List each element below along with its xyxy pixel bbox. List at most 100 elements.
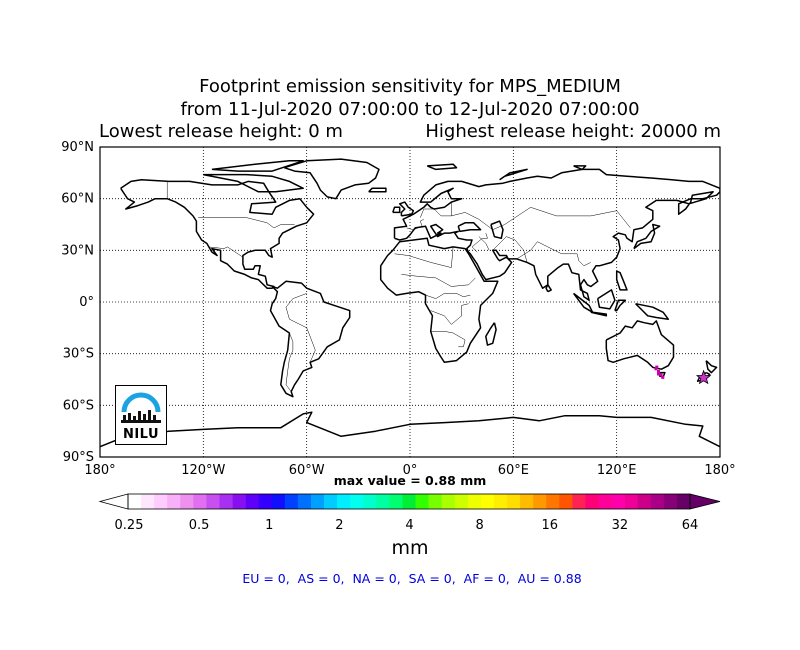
colorbar-segment	[193, 494, 207, 509]
border-path	[208, 246, 244, 258]
lon-tick-label: 60°W	[289, 463, 325, 478]
border-path	[430, 303, 469, 325]
lat-tick-label: 60°S	[63, 398, 94, 413]
colorbar-segment	[454, 494, 469, 509]
colorbar-low-arrow	[98, 493, 129, 510]
colorbar-segment	[167, 494, 181, 509]
colorbar-tick-labels: 0.25 0.5 1 2 4 8 16 32 64	[115, 518, 699, 533]
colorbar-segment	[546, 494, 560, 509]
coastline-path	[398, 201, 415, 217]
lon-tick-label: 180°	[704, 463, 735, 478]
border-path	[425, 293, 471, 299]
lon-tick-label: 120°W	[181, 463, 225, 478]
colorbar-tick-label: 4	[405, 518, 413, 533]
graticule	[100, 147, 720, 457]
border-path	[420, 202, 452, 218]
colorbar-tick-label: 1	[265, 518, 273, 533]
coastline-path	[573, 165, 587, 171]
colorbar-tick-label: 2	[335, 518, 343, 533]
colorbar-segment	[180, 494, 194, 509]
coastline-path	[705, 360, 718, 374]
colorbar-segment	[480, 494, 495, 509]
sensitivity-cell	[661, 375, 665, 379]
release-point-star-icon	[695, 369, 712, 385]
coastline-path	[284, 158, 380, 200]
colorbar-segment	[376, 494, 390, 509]
coastline-path	[615, 270, 628, 291]
colorbar-segment	[598, 494, 612, 509]
lat-tick-label: 0°	[79, 295, 94, 310]
colorbar-segment	[611, 494, 625, 509]
lon-axis-labels: 180° 120°W 60°W 0° 60°E 120°E 180°	[84, 463, 735, 478]
colorbar-tick-label: 8	[475, 518, 483, 533]
colorbar-segment	[676, 494, 691, 509]
border-path	[401, 274, 476, 287]
lon-tick-label: 180°	[84, 463, 115, 478]
coastline-path	[100, 411, 720, 448]
colorbar-segment	[585, 494, 599, 509]
colorbar-segment	[245, 494, 259, 509]
sensitivity-cell	[655, 365, 659, 369]
colorbar-tick-label: 0.5	[189, 518, 210, 533]
coastline-path	[392, 206, 401, 214]
coastline-path	[614, 299, 627, 312]
lat-tick-label: 90°N	[61, 140, 94, 155]
colorbar-segment	[297, 494, 312, 509]
colorbar-segment	[258, 494, 273, 509]
lowest-release-height: Lowest release height: 0 m	[99, 121, 343, 142]
border-path	[285, 332, 294, 392]
lat-tick-label: 30°S	[63, 347, 94, 362]
border-path	[492, 236, 528, 263]
region-totals: EU = 0, AS = 0, NA = 0, SA = 0, AF = 0, …	[242, 571, 582, 586]
border-path	[471, 233, 488, 253]
colorbar-tick-label: 64	[682, 518, 699, 533]
colorbar-segment	[324, 494, 338, 509]
coastline-path	[490, 220, 504, 240]
border-path	[285, 293, 316, 363]
colorbar-tick-label: 32	[612, 518, 629, 533]
border-path	[394, 246, 454, 268]
colorbar-segment	[663, 494, 678, 509]
release-star	[695, 369, 712, 385]
colorbar-segment	[520, 494, 534, 509]
coastline-path	[605, 320, 675, 370]
colorbar-segment	[337, 494, 351, 509]
colorbar-segment	[415, 494, 429, 509]
colorbar-segment	[232, 494, 246, 509]
lon-tick-label: 60°E	[498, 463, 529, 478]
coastline-path	[485, 322, 497, 346]
nilu-logo: NILU	[115, 385, 167, 445]
coastline-path	[368, 187, 387, 193]
nilu-logo-icon	[121, 392, 161, 423]
plot-title-line1: Footprint emission sensitivity for MPS_M…	[199, 76, 621, 97]
coastline-path	[120, 178, 315, 289]
border-path	[430, 331, 466, 348]
colorbar-segment	[624, 494, 639, 509]
colorbar-tick-label: 0.25	[115, 518, 144, 533]
sensitivity-cell	[657, 372, 660, 376]
country-borders	[166, 181, 631, 392]
border-path	[451, 207, 631, 230]
lat-tick-label: 30°N	[61, 243, 94, 258]
colorbar-segment	[572, 494, 586, 509]
coastline-path	[211, 160, 304, 172]
colorbar-segment	[389, 494, 403, 509]
border-path	[478, 236, 490, 251]
colorbar-segment	[363, 494, 377, 509]
colorbar-segment	[467, 494, 482, 509]
max-value: max value = 0.88 mm	[333, 473, 487, 488]
coastline-path	[545, 284, 552, 293]
lat-axis-labels: 90°N 60°N 30°N 0° 30°S 60°S 90°S	[61, 140, 94, 465]
colorbar-segment	[559, 494, 573, 509]
colorbar-unit: mm	[391, 537, 429, 559]
colorbar-segment	[271, 494, 286, 509]
sensitivity-cell	[654, 367, 658, 371]
lat-tick-label: 60°N	[61, 192, 94, 207]
border-path	[406, 219, 424, 230]
colorbar-segment	[310, 494, 325, 509]
coastline-path	[590, 311, 608, 317]
colorbar-segment	[206, 494, 220, 509]
border-path	[516, 241, 591, 267]
colorbar-segment	[507, 494, 521, 509]
